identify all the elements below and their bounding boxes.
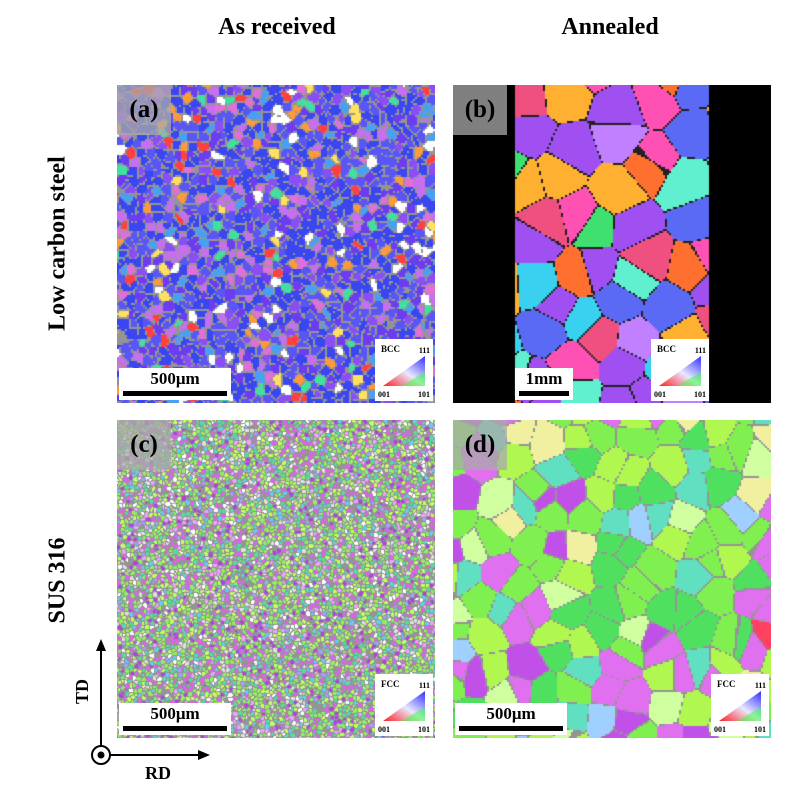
legend-101-b: 101: [694, 390, 706, 399]
ipf-legend-b: BCC 111 001 101: [651, 339, 709, 401]
ipf-legend-d: FCC 111 001 101: [711, 674, 769, 736]
legend-structure-d: FCC: [717, 679, 736, 689]
scale-line-c: [123, 726, 227, 731]
legend-001-b: 001: [654, 390, 666, 399]
legend-structure-a: BCC: [381, 344, 401, 354]
axis-label-td: TD: [72, 678, 93, 705]
direction-axes: TD RD: [70, 635, 210, 785]
scale-line-b: [519, 391, 569, 396]
panel-label-c: (c): [117, 420, 171, 470]
axes-arrows-icon: [91, 639, 210, 765]
legend-001-c: 001: [378, 725, 390, 734]
ipf-triangle-icon: [719, 691, 761, 721]
panel-label-d: (d): [453, 420, 507, 470]
ipf-legend-a: BCC 111 001 101: [375, 339, 433, 401]
legend-001-d: 001: [714, 725, 726, 734]
ebsd-map-d: (d) 500μm FCC 111 001 101: [453, 420, 771, 738]
column-title-annealed: Annealed: [561, 14, 659, 40]
scale-text-b: 1mm: [525, 369, 563, 388]
scale-bar-b: 1mm: [515, 368, 573, 400]
scale-line-d: [459, 726, 563, 731]
ebsd-map-a: (a) 500μm BCC 111 001 101: [117, 85, 435, 403]
scale-bar-c: 500μm: [119, 703, 231, 735]
legend-structure-b: BCC: [657, 344, 677, 354]
row-title-sus316: SUS 316: [44, 537, 71, 624]
scale-text-d: 500μm: [486, 704, 536, 723]
legend-101-d: 101: [754, 725, 766, 734]
legend-111-b: 111: [694, 346, 706, 355]
legend-001-a: 001: [378, 390, 390, 399]
legend-111-c: 111: [418, 681, 430, 690]
legend-structure-c: FCC: [381, 679, 400, 689]
ebsd-map-b: (b) 1mm BCC 111 001 101: [453, 85, 771, 403]
ipf-triangle-icon: [383, 356, 425, 386]
legend-111-a: 111: [418, 346, 430, 355]
ipf-triangle-icon: [383, 691, 425, 721]
legend-111-d: 111: [754, 681, 766, 690]
panel-label-a: (a): [117, 85, 171, 135]
column-title-as-received: As received: [218, 14, 336, 40]
ipf-triangle-icon: [659, 356, 701, 386]
scale-bar-a: 500μm: [119, 368, 231, 400]
ebsd-map-b-image: [453, 85, 771, 403]
legend-101-c: 101: [418, 725, 430, 734]
legend-101-a: 101: [418, 390, 430, 399]
row-title-low-carbon-steel: Low carbon steel: [44, 156, 71, 331]
ebsd-map-c: (c) 500μm FCC 111 001 101: [117, 420, 435, 738]
axis-label-rd: RD: [145, 763, 171, 783]
scale-bar-d: 500μm: [455, 703, 567, 735]
scale-text-a: 500μm: [150, 369, 200, 388]
scale-line-a: [123, 391, 227, 396]
ipf-legend-c: FCC 111 001 101: [375, 674, 433, 736]
panel-label-b: (b): [453, 85, 507, 135]
scale-text-c: 500μm: [150, 704, 200, 723]
